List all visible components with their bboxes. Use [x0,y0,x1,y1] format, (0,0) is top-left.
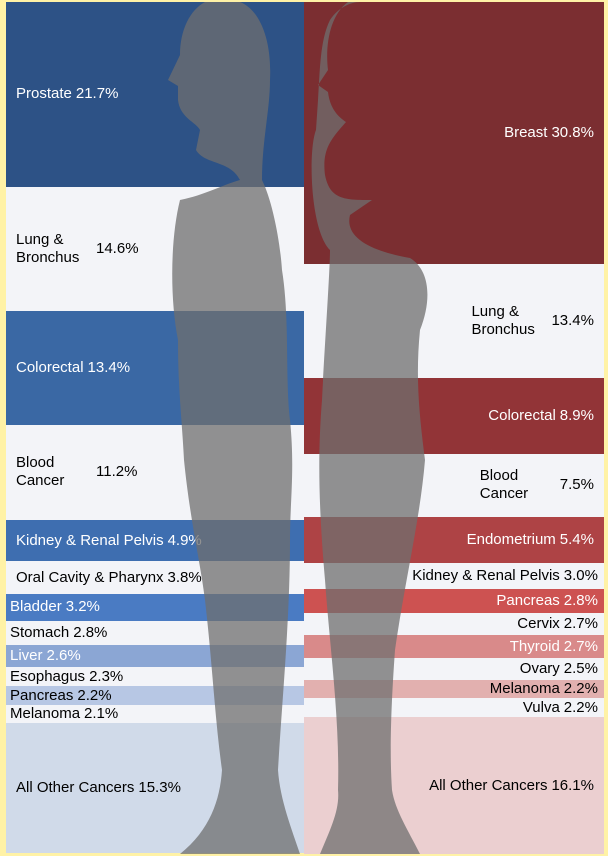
value-label: 16.1% [551,777,594,795]
value-label: 21.7% [76,85,119,103]
value-label: 13.4% [88,359,131,377]
value-label: 2.5% [564,660,598,678]
category-label: Esophagus [10,668,85,686]
value-label: 13.4% [551,312,594,330]
value-label: 2.8% [564,592,598,610]
category-label: Colorectal [16,359,84,377]
value-label: 11.2% [96,463,137,481]
category-label: Lung & Bronchus [16,231,96,267]
infographic: Prostate21.7%Lung & Bronchus14.6%Colorec… [0,0,608,856]
value-label: 2.7% [564,615,598,633]
category-label: Blood Cancer [16,454,96,490]
value-label: 7.5% [560,476,594,494]
value-label: 2.1% [84,705,118,723]
value-label: 2.7% [564,638,598,656]
category-label: Bladder [10,598,62,616]
category-label: Vulva [523,699,560,717]
value-label: 2.2% [564,699,598,717]
category-label: Oral Cavity & Pharynx [16,569,164,587]
value-label: 3.2% [66,598,100,616]
category-label: Colorectal [488,407,556,425]
value-label: 2.3% [89,668,123,686]
value-label: 2.8% [73,624,107,642]
value-label: 2.2% [564,680,598,698]
value-label: 2.6% [47,647,81,665]
category-label: Stomach [10,624,69,642]
category-label: Prostate [16,85,72,103]
category-label: Breast [504,124,547,142]
category-label: Pancreas [10,687,73,705]
category-label: All Other Cancers [429,777,547,795]
value-label: 30.8% [551,124,594,142]
value-label: 14.6% [96,240,139,258]
category-label: Blood Cancer [480,467,560,503]
category-label: Cervix [517,615,560,633]
category-label: Lung & Bronchus [471,303,551,339]
value-label: 3.0% [564,567,598,585]
category-label: Melanoma [10,705,80,723]
value-label: 8.9% [560,407,594,425]
category-label: Pancreas [496,592,559,610]
category-label: Kidney & Renal Pelvis [16,532,164,550]
value-label: 5.4% [560,531,594,549]
value-label: 15.3% [138,779,181,797]
category-label: Endometrium [467,531,556,549]
category-label: Kidney & Renal Pelvis [412,567,560,585]
value-label: 4.9% [168,532,202,550]
category-label: All Other Cancers [16,779,134,797]
category-label: Liver [10,647,43,665]
category-label: Thyroid [510,638,560,656]
value-label: 3.8% [168,569,202,587]
value-label: 2.2% [77,687,111,705]
segment: Pancreas 2.8% [304,589,604,613]
category-label: Melanoma [490,680,560,698]
category-label: Ovary [520,660,560,678]
